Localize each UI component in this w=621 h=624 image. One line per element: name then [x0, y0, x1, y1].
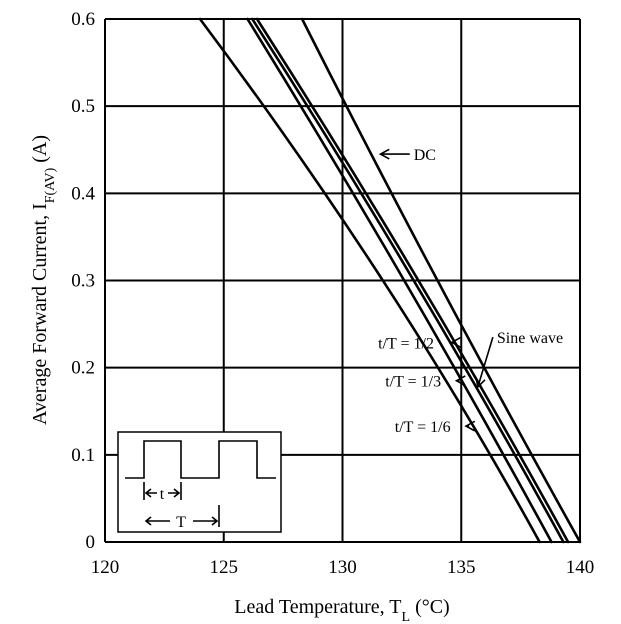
y-tick-label-5: 0.5	[71, 96, 95, 117]
grid	[104, 18, 581, 543]
x-tick-label-1: 125	[210, 557, 239, 578]
series-line-t-t-1-2	[251, 17, 565, 544]
inset-t-label: t	[160, 486, 165, 503]
inset-frame	[117, 431, 282, 533]
inset-T-arrow-left	[144, 516, 170, 526]
y-axis-title: Average Forward Current, IF(AV) (A)	[29, 135, 58, 425]
annotation-arrowhead-sine-wave	[475, 376, 486, 389]
annotation-label-t-t-1-3: t/T = 1/3	[385, 374, 441, 391]
x-tick-label-0: 120	[91, 557, 120, 578]
y-axis-title-main: Average Forward Current, I	[29, 203, 51, 425]
x-axis-title-unit: (°C)	[410, 596, 450, 618]
series-line-t-t-1-3	[246, 17, 553, 544]
series-lines	[198, 17, 582, 544]
inset-T-arrow-right	[193, 516, 219, 526]
y-tick-label-4: 0.4	[71, 183, 95, 204]
inset-t-arrow-left	[144, 488, 157, 498]
annotation-arrowhead-t-t-1-3	[454, 375, 466, 387]
inset-waveform	[125, 440, 276, 479]
annotation-label-t-t-1-6: t/T = 1/6	[395, 419, 451, 436]
y-tick-label-1: 0.1	[71, 445, 95, 466]
series-line-sine-wave	[255, 17, 570, 544]
x-tick-label-2: 130	[328, 557, 357, 578]
annotation-arrowhead-t-t-1-2	[450, 336, 461, 348]
duty-cycle-inset: t T	[117, 431, 282, 533]
x-axis-title-sub: L	[402, 610, 411, 624]
x-axis-title: Lead Temperature, TL (°C)	[234, 596, 449, 624]
series-line-t-t-1-6	[198, 17, 541, 544]
annotation-label-t-t-1-2: t/T = 1/2	[378, 335, 434, 352]
annotation-arrowhead-t-t-1-6	[464, 420, 476, 432]
x-axis-ticks: 120 125 130 135 140	[91, 557, 595, 578]
x-tick-label-4: 140	[566, 557, 595, 578]
x-tick-label-3: 135	[447, 557, 476, 578]
y-axis-title-unit: (A)	[29, 135, 51, 168]
annotation-arrow-sine-wave	[477, 336, 494, 388]
inset-t-arrow-right	[168, 488, 181, 498]
x-axis-title-main: Lead Temperature, T	[234, 596, 401, 618]
y-tick-label-2: 0.2	[71, 358, 95, 379]
inset-T-label: T	[176, 514, 186, 531]
y-axis-title-sub: F(AV)	[43, 167, 58, 203]
y-tick-label-6: 0.6	[71, 9, 95, 30]
y-tick-label-0: 0	[86, 532, 96, 553]
y-tick-label-3: 0.3	[71, 271, 95, 292]
series-line-dc	[300, 17, 582, 544]
annotation-label-dc: DC	[414, 147, 436, 164]
y-axis-ticks: 0 0.1 0.2 0.3 0.4 0.5 0.6	[71, 9, 95, 553]
annotation-label-sine-wave: Sine wave	[497, 330, 563, 347]
annotations: DC Sine wave t/T = 1/2 t/T = 1/3 t/T = 1/6	[378, 147, 563, 436]
annotation-arrowhead-dc	[378, 148, 390, 160]
